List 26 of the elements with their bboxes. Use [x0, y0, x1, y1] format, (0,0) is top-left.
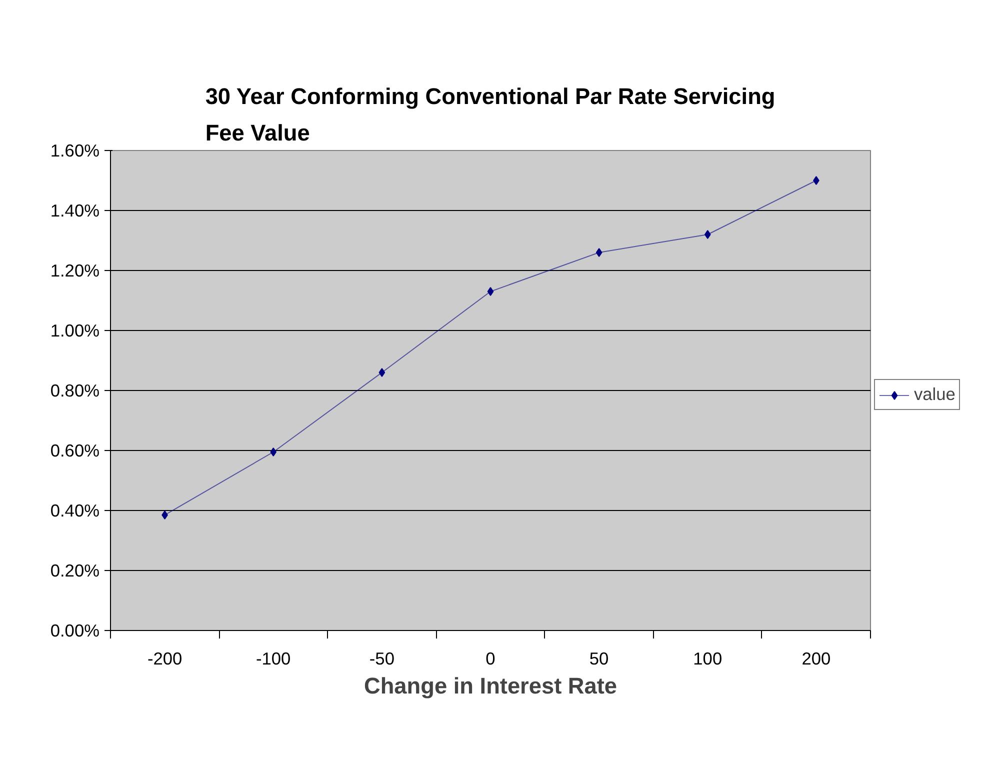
x-tick-label: 200 — [802, 648, 831, 668]
point — [162, 510, 168, 520]
y-tick-label: 0.80% — [50, 380, 100, 400]
y-tick-label: 1.60% — [50, 140, 100, 160]
y-tick-label: 1.40% — [50, 200, 100, 220]
x-tick-label: -200 — [147, 648, 182, 668]
point — [596, 248, 602, 257]
point — [704, 230, 711, 239]
y-tick-label: 1.20% — [50, 260, 100, 280]
y-tick-label: 0.20% — [50, 560, 100, 580]
x-tick-label: -50 — [369, 648, 394, 668]
y-tick-label: 0.40% — [50, 500, 100, 520]
y-tick-label: 0.60% — [50, 440, 100, 460]
point — [270, 448, 277, 456]
x-axis-title: Change in Interest Rate — [364, 672, 618, 698]
y-tick-label: 0.00% — [50, 620, 100, 640]
point — [813, 176, 820, 185]
x-tick-label: 0 — [486, 648, 496, 668]
x-tick-label: 50 — [589, 648, 609, 668]
x-tick-label: -100 — [256, 648, 291, 668]
x-tick-label: 100 — [693, 648, 722, 668]
y-tick-label: 1.00% — [50, 320, 100, 340]
point — [378, 368, 386, 377]
point — [487, 287, 494, 296]
chart-title: 30 Year Conforming Conventional Par Rate Servicing Fee Value — [205, 83, 776, 146]
legend-label: value — [914, 384, 956, 405]
